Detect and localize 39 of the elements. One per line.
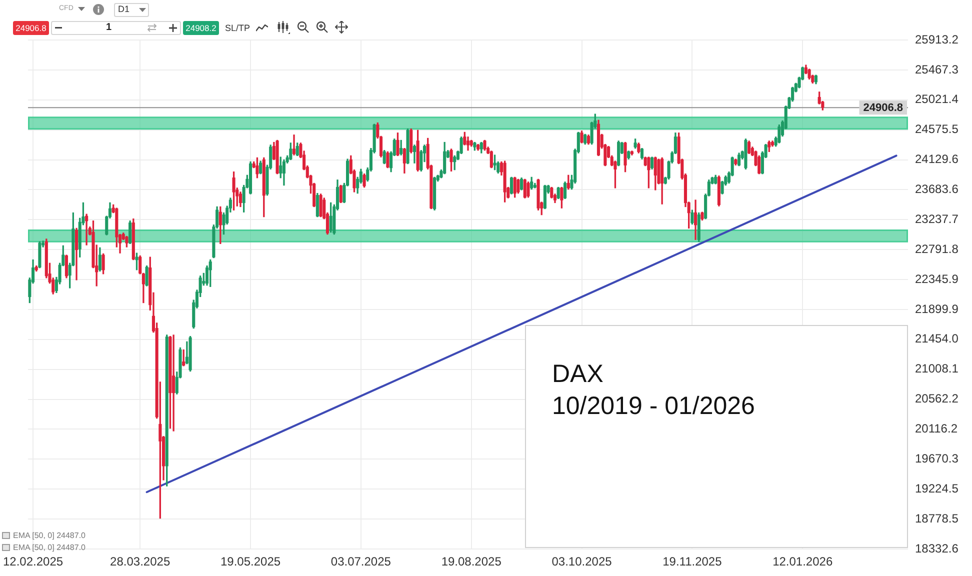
- text: SL/TP: [225, 23, 250, 34]
- y-tick-label: 19224.5: [915, 481, 959, 496]
- x-tick-label: 03.10.2025: [552, 554, 612, 569]
- y-tick-label: 24575.5: [915, 122, 959, 136]
- x-tick-label: 28.03.2025: [110, 554, 170, 569]
- text: 1: [106, 22, 112, 34]
- annotation: DAX: [552, 360, 604, 389]
- candlestick: [292, 134, 296, 156]
- y-tick-label: 25913.2: [915, 32, 959, 46]
- annotation: EMA [50, 0] 24487.0: [13, 543, 86, 552]
- x-tick-label: 19.11.2025: [662, 554, 722, 569]
- x-tick-label: 03.07.2025: [330, 554, 392, 569]
- y-tick-label: 21008.1: [915, 362, 959, 376]
- candlestick: [172, 334, 176, 432]
- text: 24906.8: [13, 21, 49, 35]
- y-tick-label: 21899.9: [915, 302, 959, 316]
- y-tick-label: 18332.6: [915, 541, 959, 556]
- y-tick-label: 21454.0: [915, 332, 959, 346]
- y-tick-label: 22345.9: [915, 272, 959, 286]
- y-tick-label: 25467.3: [915, 62, 959, 76]
- x-tick-label: 19.08.2025: [441, 554, 502, 569]
- x-tick-label: 12.01.2026: [772, 554, 833, 569]
- y-tick-label: 24129.6: [915, 152, 959, 166]
- y-tick-label: 20562.2: [915, 392, 959, 406]
- candlestick: [85, 214, 88, 246]
- text: 24908.2: [183, 21, 219, 35]
- y-tick-label: 25021.4: [915, 92, 959, 106]
- y-tick-label: 23683.6: [915, 182, 959, 196]
- annotation: EMA [50, 0] 24487.0: [13, 531, 86, 540]
- x-tick-label: 12.02.2025: [2, 554, 64, 569]
- y-tick-label: 20116.2: [915, 422, 958, 436]
- y-tick-label: 18778.5: [915, 511, 959, 526]
- y-tick-label: 19670.3: [915, 451, 959, 466]
- annotation: 10/2019 - 01/2026: [552, 392, 755, 421]
- ref-line-label: 24906.8: [863, 102, 903, 114]
- y-tick-label: 23237.7: [915, 212, 959, 226]
- y-tick-label: 22791.8: [915, 242, 959, 256]
- text: D1: [118, 4, 130, 14]
- x-tick-label: 19.05.2025: [220, 554, 281, 569]
